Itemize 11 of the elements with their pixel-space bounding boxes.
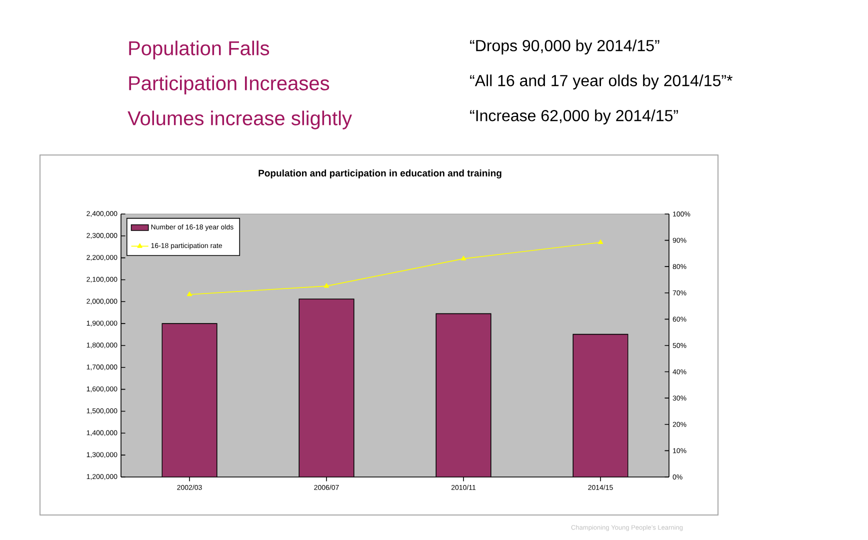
point xyxy=(186,292,192,296)
text: Participation Increases xyxy=(129,76,330,94)
point xyxy=(598,239,604,244)
text: Population Falls xyxy=(129,40,270,60)
point xyxy=(324,283,330,288)
point xyxy=(460,256,466,260)
text: “Drops 90,000 by 2014/15” xyxy=(470,40,660,54)
text: Volumes increase slightly xyxy=(128,110,352,130)
chart-title: Population and participation in education and training xyxy=(258,170,502,178)
text: “Increase 62,000 by 2014/15” xyxy=(470,110,678,124)
text: “All 16 and 17 year olds by 2014/15”* xyxy=(470,74,732,90)
